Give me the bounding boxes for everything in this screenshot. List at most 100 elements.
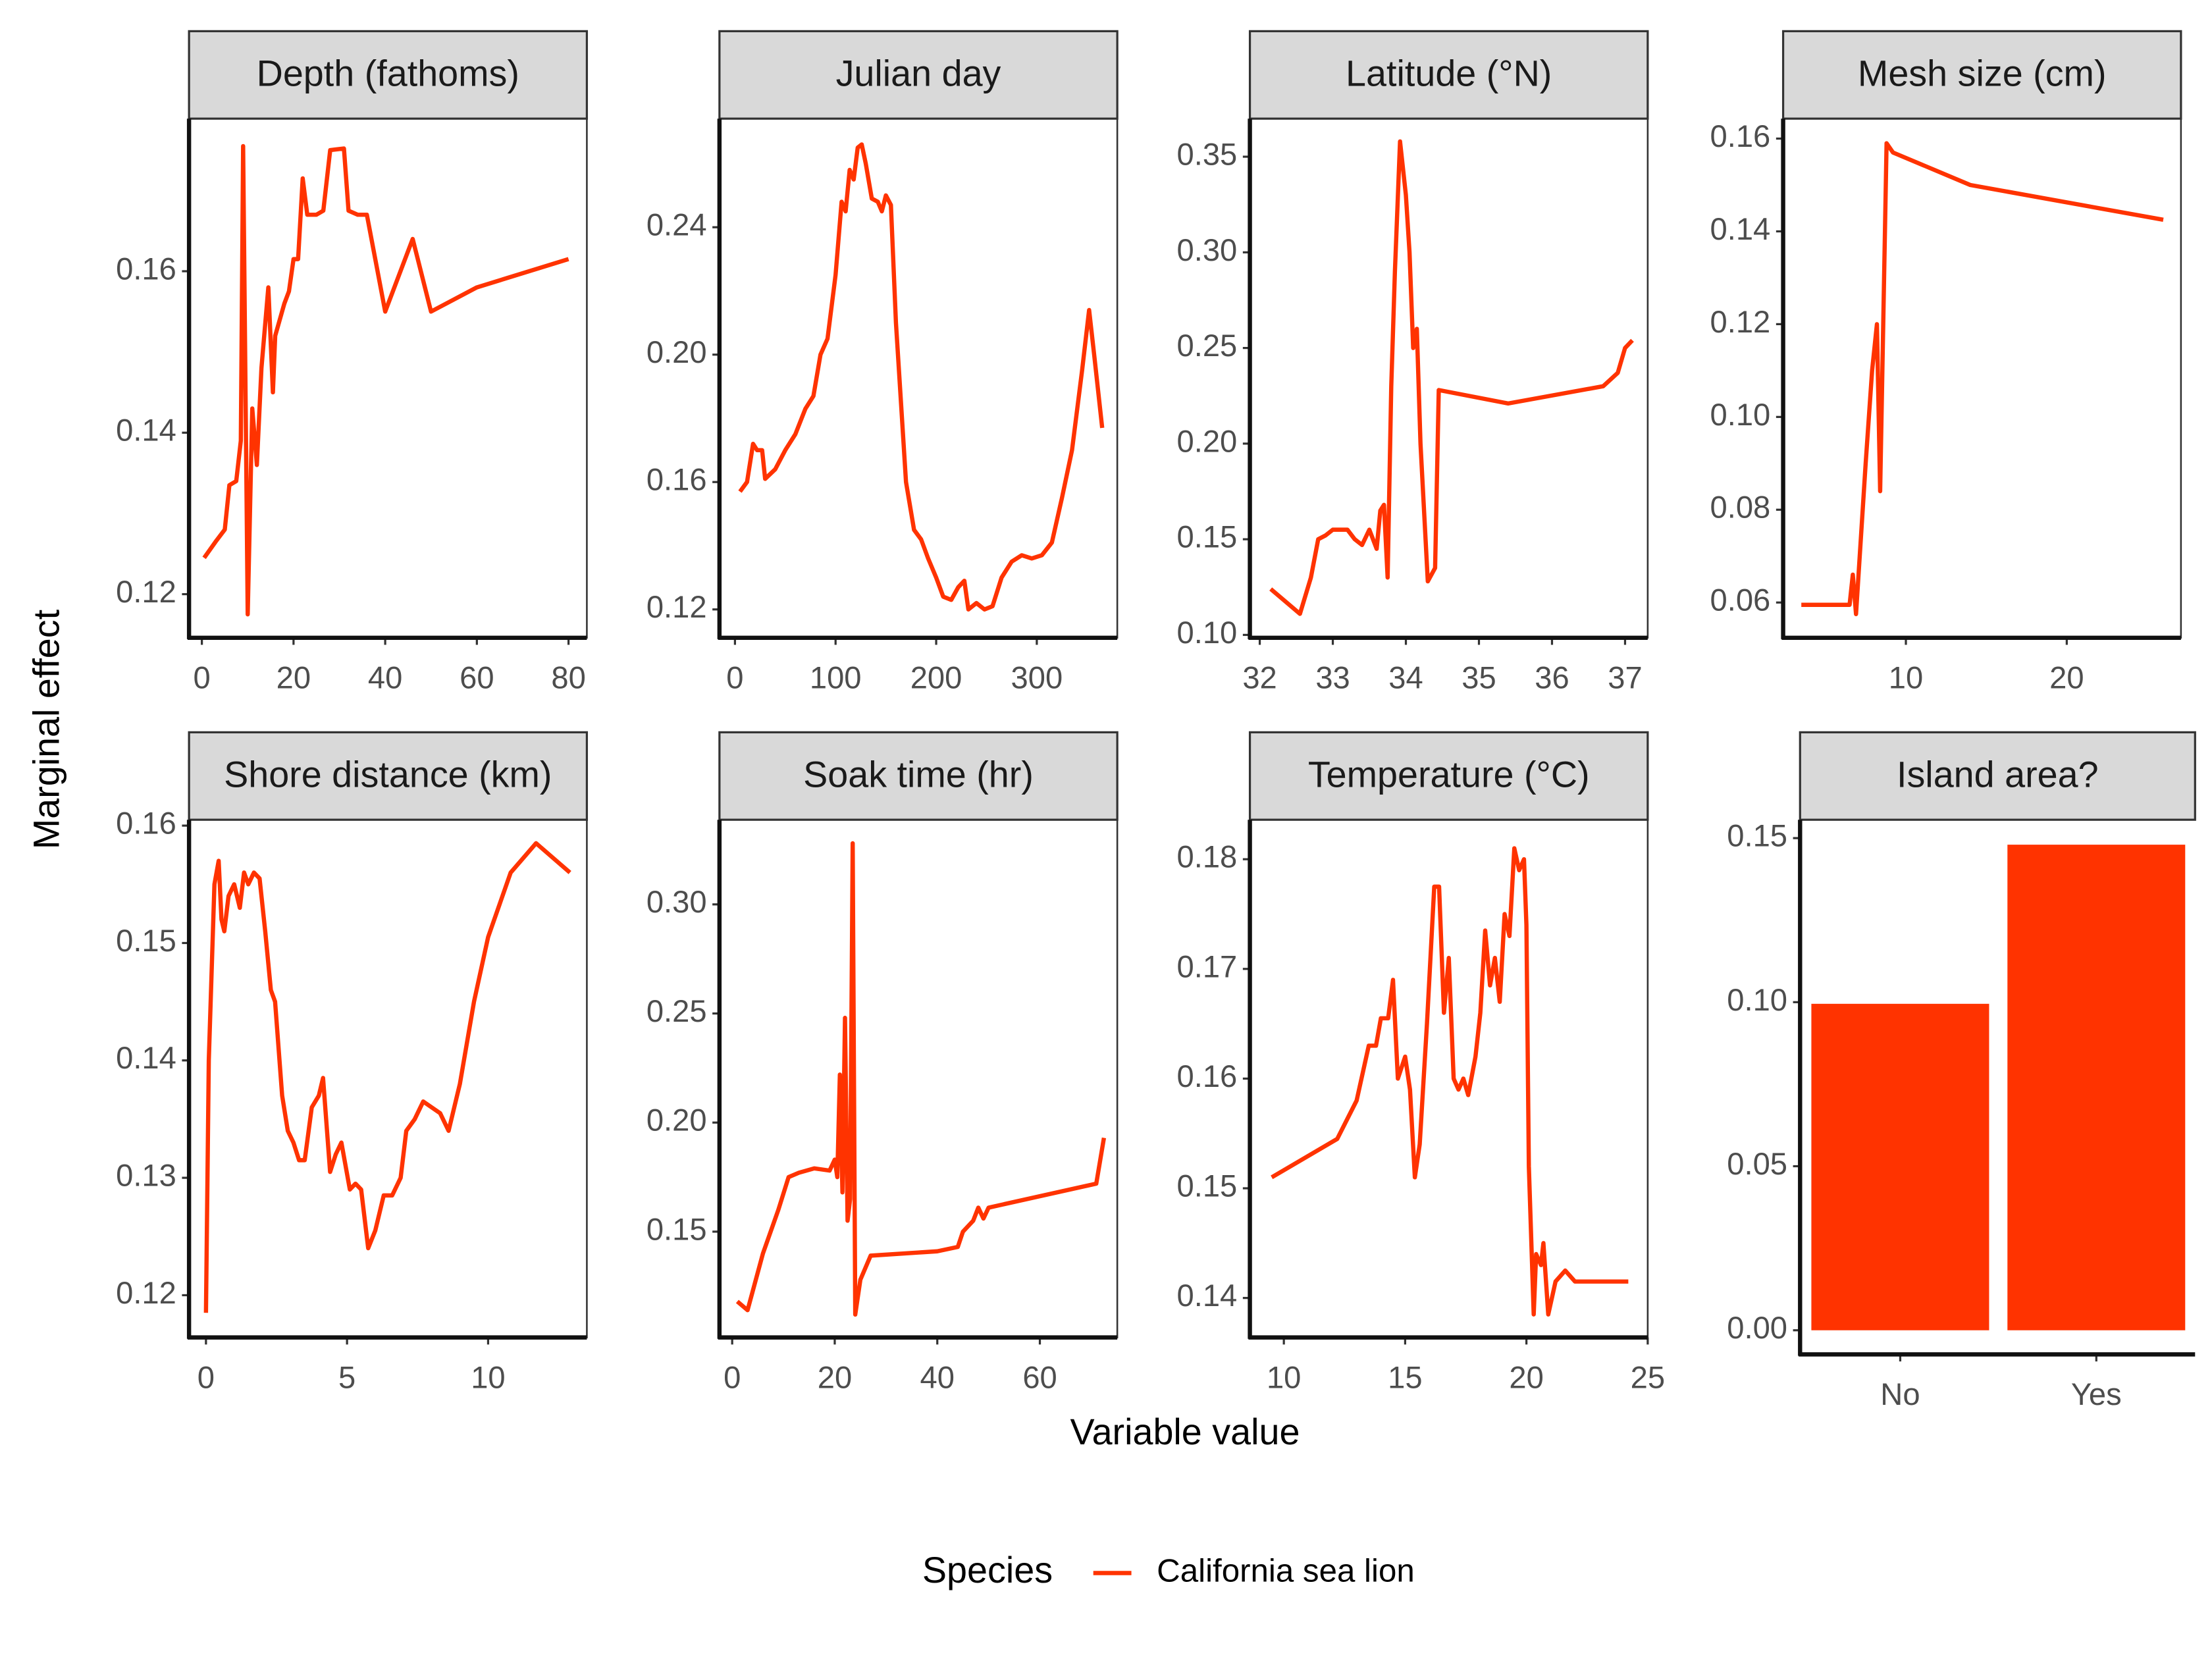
- x-tick-label: Yes: [2071, 1377, 2122, 1411]
- x-tick-label: 80: [551, 660, 585, 695]
- y-tick-label: 0.14: [116, 1040, 176, 1075]
- x-tick-label: 37: [1608, 660, 1642, 695]
- panel-title: Soak time (hr): [803, 754, 1034, 795]
- x-tick-label: 60: [460, 660, 494, 695]
- line: [738, 142, 1105, 612]
- panel: Soak time (hr) 0.15 0.20 0.25 0.30 0 20 40 60: [646, 731, 1119, 1394]
- x-tick-label: 35: [1462, 660, 1496, 695]
- line: [1271, 846, 1629, 1317]
- y-tick-label: 0.16: [1177, 1059, 1238, 1093]
- x-axis-title: Variable value: [1070, 1411, 1300, 1452]
- y-tick-label: 0.16: [646, 462, 707, 497]
- y-axis-title: Marginal effect: [26, 609, 67, 849]
- x-tick-label: 200: [910, 660, 962, 695]
- legend-label: California sea lion: [1157, 1553, 1415, 1589]
- y-tick-label: 0.12: [116, 574, 176, 609]
- y-tick-label: 0.14: [116, 413, 176, 448]
- x-tick-label: 40: [920, 1359, 955, 1394]
- y-tick-label: 0.10: [1177, 615, 1238, 650]
- x-tick-label: 0: [198, 1359, 215, 1394]
- bar: [2007, 845, 2186, 1330]
- x-tick-label: 10: [1267, 1359, 1301, 1394]
- panel-title: Island area?: [1897, 754, 2099, 795]
- y-tick-label: 0.25: [1177, 328, 1238, 363]
- panel: Shore distance (km) 0.12 0.13 0.14 0.15 0.16 0…: [116, 731, 589, 1394]
- panel: Temperature (°C) 0.14 0.15 0.16 0.17 0.18 10 15…: [1177, 731, 1665, 1394]
- y-tick-label: 0.15: [1177, 519, 1238, 554]
- strip: [1248, 731, 1649, 821]
- y-tick-label: 0.12: [116, 1275, 176, 1310]
- y-tick-label: 0.20: [646, 1103, 707, 1138]
- panel-title: Mesh size (cm): [1858, 53, 2107, 94]
- strip: [1248, 30, 1649, 120]
- x-tick-label: 33: [1315, 660, 1350, 695]
- line: [1801, 141, 2164, 617]
- y-tick-label: 0.06: [1710, 583, 1771, 617]
- strip: [718, 731, 1119, 821]
- x-tick-label: 5: [338, 1359, 356, 1394]
- x-tick-label: 0: [724, 1359, 741, 1394]
- y-tick-label: 0.17: [1177, 949, 1238, 984]
- x-tick-label: 32: [1242, 660, 1277, 695]
- strip: [1781, 30, 2182, 120]
- x-tick-label: 0: [726, 660, 743, 695]
- x-tick-label: 20: [818, 1359, 852, 1394]
- y-tick-label: 0.12: [1710, 304, 1771, 339]
- x-tick-label: 40: [368, 660, 402, 695]
- y-tick-label: 0.14: [1710, 211, 1771, 246]
- x-tick-label: 100: [810, 660, 862, 695]
- panel-title: Latitude (°N): [1346, 53, 1552, 94]
- x-tick-label: 0: [194, 660, 211, 695]
- y-tick-label: 0.15: [1177, 1168, 1238, 1203]
- panel-title: Depth (fathoms): [257, 53, 519, 94]
- y-tick-label: 0.10: [1710, 397, 1771, 432]
- strip: [188, 731, 589, 821]
- x-tick-label: 36: [1535, 660, 1569, 695]
- line: [1269, 139, 1634, 616]
- panel: Mesh size (cm) 0.06 0.08 0.10 0.12 0.14 0.16 10…: [1710, 30, 2182, 695]
- y-tick-label: 0.12: [646, 589, 707, 624]
- bar: [1811, 1003, 1989, 1330]
- y-tick-label: 0.30: [1177, 232, 1238, 267]
- y-tick-label: 0.16: [116, 806, 176, 841]
- y-tick-label: 0.20: [1177, 423, 1238, 458]
- y-tick-label: 0.10: [1727, 982, 1787, 1017]
- panel-title: Julian day: [836, 53, 1001, 94]
- y-tick-label: 0.18: [1177, 839, 1238, 874]
- y-tick-label: 0.15: [646, 1211, 707, 1246]
- y-tick-label: 0.35: [1177, 136, 1238, 171]
- y-tick-label: 0.16: [1710, 118, 1771, 153]
- x-tick-label: 300: [1011, 660, 1063, 695]
- strip: [718, 30, 1119, 120]
- panel-title: Temperature (°C): [1308, 754, 1590, 795]
- y-tick-label: 0.05: [1727, 1146, 1787, 1181]
- line: [202, 144, 569, 617]
- x-tick-label: 10: [471, 1359, 505, 1394]
- panel: Julian day 0.12 0.16 0.20 0.24 0 100 200 300: [646, 30, 1119, 695]
- strip: [188, 30, 589, 120]
- y-tick-label: 0.00: [1727, 1310, 1787, 1345]
- line: [735, 841, 1107, 1317]
- x-tick-label: 10: [1889, 660, 1923, 695]
- x-tick-label: 60: [1022, 1359, 1057, 1394]
- y-tick-label: 0.24: [646, 207, 707, 242]
- y-tick-label: 0.16: [116, 251, 176, 286]
- y-tick-label: 0.30: [646, 884, 707, 919]
- x-tick-label: 15: [1388, 1359, 1422, 1394]
- x-tick-label: 25: [1631, 1359, 1665, 1394]
- x-tick-label: 34: [1388, 660, 1423, 695]
- x-tick-label: 20: [2049, 660, 2084, 695]
- y-tick-label: 0.08: [1710, 490, 1771, 525]
- y-tick-label: 0.13: [116, 1158, 176, 1193]
- line: [203, 841, 571, 1313]
- panel: Depth (fathoms) 0.12 0.14 0.16 0 20 40 60 80: [116, 30, 589, 695]
- y-tick-label: 0.15: [116, 923, 176, 958]
- x-tick-label: 20: [276, 660, 311, 695]
- y-tick-label: 0.15: [1727, 818, 1787, 853]
- panel: Latitude (°N) 0.10 0.15 0.20 0.25 0.30 0.35 32 3…: [1177, 30, 1649, 695]
- panel-title: Shore distance (km): [224, 754, 552, 795]
- y-tick-label: 0.25: [646, 993, 707, 1028]
- panel: Island area? 0.00 0.05 0.10 0.15 No Yes: [1727, 731, 2196, 1411]
